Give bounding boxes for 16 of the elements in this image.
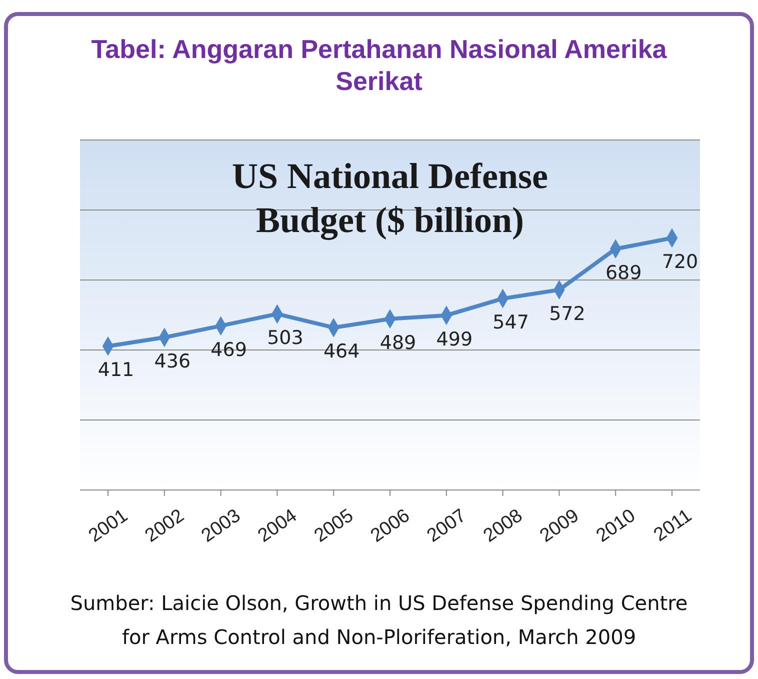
data-label: 469: [210, 338, 247, 361]
data-label: 503: [267, 326, 304, 349]
data-label: 489: [380, 332, 416, 354]
text: Sumber: Laicie Olson, Growth in US Defense Spending Centre for Arms Control and Non-Ploriferation, March 2009: [70, 591, 688, 649]
data-label: 499: [436, 328, 473, 350]
data-label: 689: [605, 262, 642, 284]
x-tick-label: 2001: [85, 505, 132, 547]
data-label: 436: [154, 350, 191, 372]
data-label: 720: [662, 251, 698, 273]
chart-title: Tabel: Anggaran Pertahanan Nasional Amerika Serikat: [91, 34, 668, 96]
data-label: 411: [98, 359, 134, 382]
data-label: 464: [323, 340, 360, 363]
data-label: 572: [549, 302, 586, 325]
text: US National Defense Budget ($ billion): [232, 156, 548, 240]
data-label: 547: [492, 312, 529, 334]
x-tick-label: 2011: [650, 505, 696, 546]
